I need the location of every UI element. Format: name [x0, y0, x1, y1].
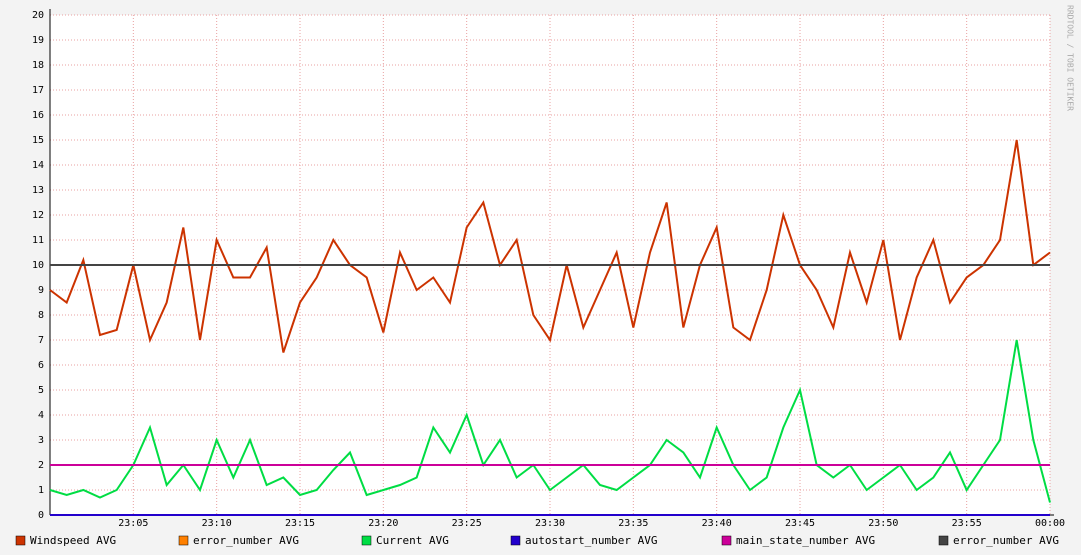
y-tick-label: 18: [32, 60, 44, 71]
legend-swatch: [361, 535, 372, 546]
x-tick-label: 23:15: [285, 518, 315, 529]
series-line: [49, 139, 1051, 353]
y-tick-label: 0: [38, 510, 44, 521]
y-tick-label: 20: [32, 10, 44, 21]
legend-label: error_number AVG: [193, 534, 299, 547]
y-tick-label: 14: [32, 160, 44, 171]
x-tick-label: 23:10: [202, 518, 232, 529]
legend-label: main_state_number AVG: [736, 534, 875, 547]
y-tick-label: 5: [38, 385, 44, 396]
legend-swatch: [15, 535, 26, 546]
y-tick-label: 2: [38, 460, 44, 471]
y-tick-label: 10: [32, 260, 44, 271]
watermark: RRDTOOL / TOBI OETIKER: [1066, 5, 1075, 111]
y-tick-label: 12: [32, 210, 44, 221]
x-tick-label: 00:00: [1035, 518, 1065, 529]
x-tick-label: 23:45: [785, 518, 815, 529]
series-line: [49, 339, 1051, 503]
y-tick-label: 7: [38, 335, 44, 346]
legend-swatch: [510, 535, 521, 546]
legend-swatch: [938, 535, 949, 546]
y-tick-label: 3: [38, 435, 44, 446]
y-tick-label: 17: [32, 85, 44, 96]
y-tick-label: 9: [38, 285, 44, 296]
legend-label: Current AVG: [376, 534, 449, 547]
x-tick-label: 23:05: [118, 518, 148, 529]
y-tick-label: 13: [32, 185, 44, 196]
y-tick-label: 6: [38, 360, 44, 371]
x-tick-label: 23:50: [868, 518, 898, 529]
y-tick-label: 4: [38, 410, 44, 421]
x-tick-label: 23:20: [368, 518, 398, 529]
legend-label: error_number AVG: [953, 534, 1059, 547]
x-tick-label: 23:55: [952, 518, 982, 529]
legend-swatch: [178, 535, 189, 546]
legend-label: autostart_number AVG: [525, 534, 657, 547]
y-tick-label: 1: [38, 485, 44, 496]
y-tick-label: 16: [32, 110, 44, 121]
x-tick-label: 23:30: [535, 518, 565, 529]
x-tick-label: 23:40: [702, 518, 732, 529]
y-tick-label: 8: [38, 310, 44, 321]
y-tick-label: 15: [32, 135, 44, 146]
legend-swatch: [721, 535, 732, 546]
y-tick-label: 19: [32, 35, 44, 46]
y-tick-label: 11: [32, 235, 44, 246]
legend-label: Windspeed AVG: [30, 534, 116, 547]
x-tick-label: 23:35: [618, 518, 648, 529]
x-tick-label: 23:25: [452, 518, 482, 529]
